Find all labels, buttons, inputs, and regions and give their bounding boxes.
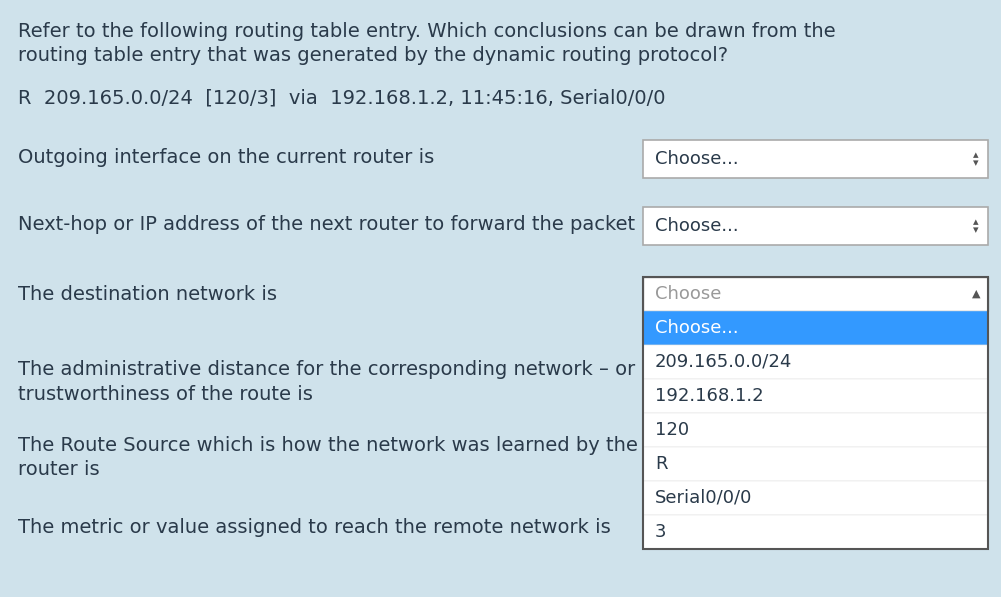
Bar <box>643 345 988 379</box>
Text: ▴
▾: ▴ ▾ <box>973 520 979 538</box>
Bar <box>643 447 988 481</box>
Bar <box>643 515 988 549</box>
Text: 209.165.0.0/24: 209.165.0.0/24 <box>655 353 793 371</box>
Text: Choose: Choose <box>655 285 722 303</box>
Text: ▴
▾: ▴ ▾ <box>973 150 979 168</box>
Text: Refer to the following routing table entry. Which conclusions can be drawn from : Refer to the following routing table ent… <box>18 22 836 41</box>
Bar <box>643 413 988 447</box>
Text: ▲: ▲ <box>972 289 980 299</box>
Bar <box>643 510 988 548</box>
Text: The administrative distance for the corresponding network – or the: The administrative distance for the corr… <box>18 360 674 379</box>
Bar <box>643 481 988 515</box>
Text: R  209.165.0.0/24  [120/3]  via  192.168.1.2, 11:45:16, Serial0/0/0: R 209.165.0.0/24 [120/3] via 192.168.1.2… <box>18 88 666 107</box>
Text: 120: 120 <box>655 421 689 439</box>
Bar <box>643 379 988 413</box>
Text: Choose...: Choose... <box>655 150 739 168</box>
Text: The metric or value assigned to reach the remote network is: The metric or value assigned to reach th… <box>18 518 611 537</box>
Text: Outgoing interface on the current router is: Outgoing interface on the current router… <box>18 148 434 167</box>
Text: Next-hop or IP address of the next router to forward the packet is: Next-hop or IP address of the next route… <box>18 215 657 234</box>
Text: trustworthiness of the route is: trustworthiness of the route is <box>18 385 313 404</box>
Text: Choose...: Choose... <box>655 520 739 538</box>
Text: Choose...: Choose... <box>655 217 739 235</box>
Text: router is: router is <box>18 460 100 479</box>
Text: R: R <box>655 455 668 473</box>
Bar <box>643 207 988 245</box>
Text: 3: 3 <box>655 523 667 541</box>
Text: Serial0/0/0: Serial0/0/0 <box>655 489 753 507</box>
Text: The Route Source which is how the network was learned by the: The Route Source which is how the networ… <box>18 436 638 455</box>
Text: 192.168.1.2: 192.168.1.2 <box>655 387 764 405</box>
Bar <box>643 277 988 549</box>
Text: ▴
▾: ▴ ▾ <box>973 217 979 235</box>
Bar <box>643 277 988 311</box>
Text: routing table entry that was generated by the dynamic routing protocol?: routing table entry that was generated b… <box>18 46 728 65</box>
Text: The destination network is: The destination network is <box>18 285 277 304</box>
Bar <box>643 311 988 345</box>
Text: Choose...: Choose... <box>655 319 739 337</box>
Bar <box>643 140 988 178</box>
